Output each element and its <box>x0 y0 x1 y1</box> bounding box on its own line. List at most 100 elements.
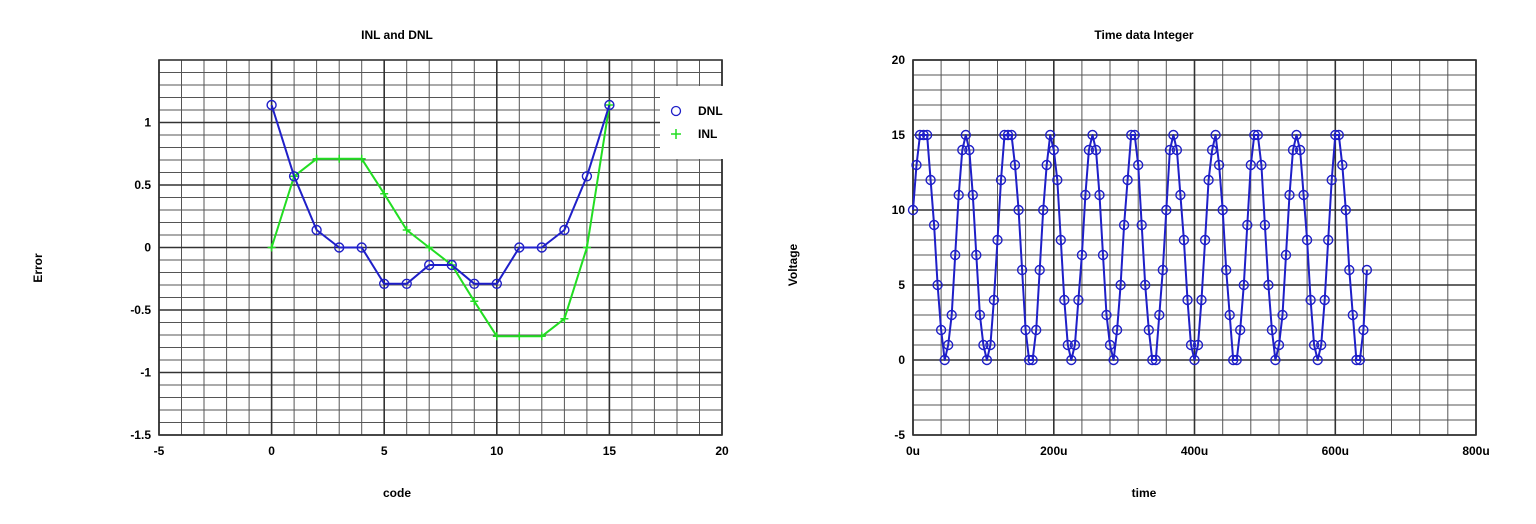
y-tick-label: 1 <box>144 116 151 130</box>
x-tick-label: 10 <box>490 444 504 458</box>
x-tick-label: 5 <box>381 444 388 458</box>
data-point <box>1009 159 1021 171</box>
data-point <box>1319 294 1330 306</box>
dnl-point <box>514 242 525 253</box>
data-point <box>1347 309 1359 321</box>
data-point <box>1094 189 1105 201</box>
data-point <box>1333 129 1345 141</box>
data-point <box>974 309 986 321</box>
y-tick-label: 0 <box>898 353 905 367</box>
data-point <box>1312 354 1323 366</box>
time-data-chart: Time data Integer time Voltage 0u 200u 400… <box>786 28 1490 500</box>
data-point <box>1129 129 1140 141</box>
data-point <box>1340 204 1352 216</box>
data-point <box>911 159 922 171</box>
dnl-point <box>311 224 322 236</box>
inl-dnl-chart: INL and DNL code Error -5 0 5 10 15 20-1.5-1-… <box>31 28 732 500</box>
data-point <box>1150 354 1162 366</box>
y-tick-label: 10 <box>892 203 906 217</box>
data-point <box>1231 354 1242 366</box>
data-point <box>1217 204 1228 216</box>
data-point <box>1027 354 1038 366</box>
inl-point <box>335 154 344 163</box>
dnl-point <box>288 171 300 182</box>
legend: DNL INL <box>660 86 732 159</box>
data-point <box>1213 159 1225 171</box>
data-point <box>985 339 996 351</box>
y-axis-label: Error <box>31 253 45 283</box>
legend-box <box>660 86 732 159</box>
data-point <box>1298 189 1309 201</box>
data-point <box>1252 129 1264 141</box>
data-point <box>1044 129 1056 141</box>
data-point <box>1002 129 1014 141</box>
data-point <box>1023 354 1035 366</box>
data-point <box>1154 309 1165 321</box>
legend-dnl-marker <box>670 105 682 117</box>
data-point <box>1087 129 1098 141</box>
x-tick-label: 400u <box>1181 444 1208 458</box>
dnl-point <box>581 171 593 182</box>
chart-title: INL and DNL <box>361 28 433 42</box>
y-tick-label: -1 <box>140 366 151 380</box>
y-tick-label: 15 <box>892 128 906 142</box>
dnl-point <box>559 224 570 236</box>
data-point <box>1062 339 1074 351</box>
data-point <box>943 339 954 351</box>
data-point <box>1259 219 1271 231</box>
x-axis-label: time <box>1132 486 1157 500</box>
x-tick-label: 0 <box>268 444 275 458</box>
axis-ticks: -5 0 5 10 15 20 -1.5 -1 -0.5 0 0.5 1 <box>130 116 729 459</box>
dnl-point <box>491 278 502 289</box>
data-point <box>1273 339 1285 351</box>
data-point <box>1249 129 1260 141</box>
data-point <box>932 279 943 291</box>
inl-point <box>492 332 501 341</box>
data-point <box>1104 339 1116 351</box>
data-point <box>1090 144 1102 156</box>
x-tick-label: -5 <box>154 444 165 458</box>
data-point <box>999 129 1010 141</box>
inl-point <box>560 314 569 323</box>
data-point <box>1055 234 1067 246</box>
data-point <box>960 129 971 141</box>
inl-point <box>380 189 389 198</box>
data-point <box>1097 249 1109 261</box>
x-tick-label: 20 <box>715 444 729 458</box>
data-point <box>1157 264 1169 276</box>
data-point <box>1344 264 1355 276</box>
data-point <box>1206 144 1218 156</box>
data-point <box>928 219 940 231</box>
data-point <box>946 309 957 321</box>
data-point <box>1287 144 1299 156</box>
data-point <box>1322 234 1334 246</box>
data-point <box>1122 174 1133 186</box>
y-axis-label: Voltage <box>786 243 800 286</box>
data-point <box>1263 279 1274 291</box>
inl-point <box>267 243 276 252</box>
data-point <box>1199 234 1211 246</box>
dnl-point <box>266 99 277 111</box>
data-point <box>1164 144 1176 156</box>
plot-series <box>907 129 1373 366</box>
data-point <box>1277 309 1288 321</box>
data-point <box>1308 339 1320 351</box>
data-point <box>1361 264 1373 276</box>
data-point <box>1227 354 1239 366</box>
inl-point <box>402 226 411 234</box>
inl-point <box>582 243 591 252</box>
data-point <box>1224 309 1235 321</box>
dnl-point <box>401 278 412 289</box>
inl-point <box>515 332 524 341</box>
plot-frame <box>912 59 1477 436</box>
data-point <box>1136 219 1147 231</box>
x-tick-label: 0u <box>906 444 920 458</box>
plot-frame <box>158 59 723 436</box>
chart-title: Time data Integer <box>1094 28 1193 42</box>
data-point <box>1256 159 1267 171</box>
data-point <box>1115 279 1126 291</box>
plot-grid <box>158 59 723 436</box>
data-point <box>1270 354 1281 366</box>
